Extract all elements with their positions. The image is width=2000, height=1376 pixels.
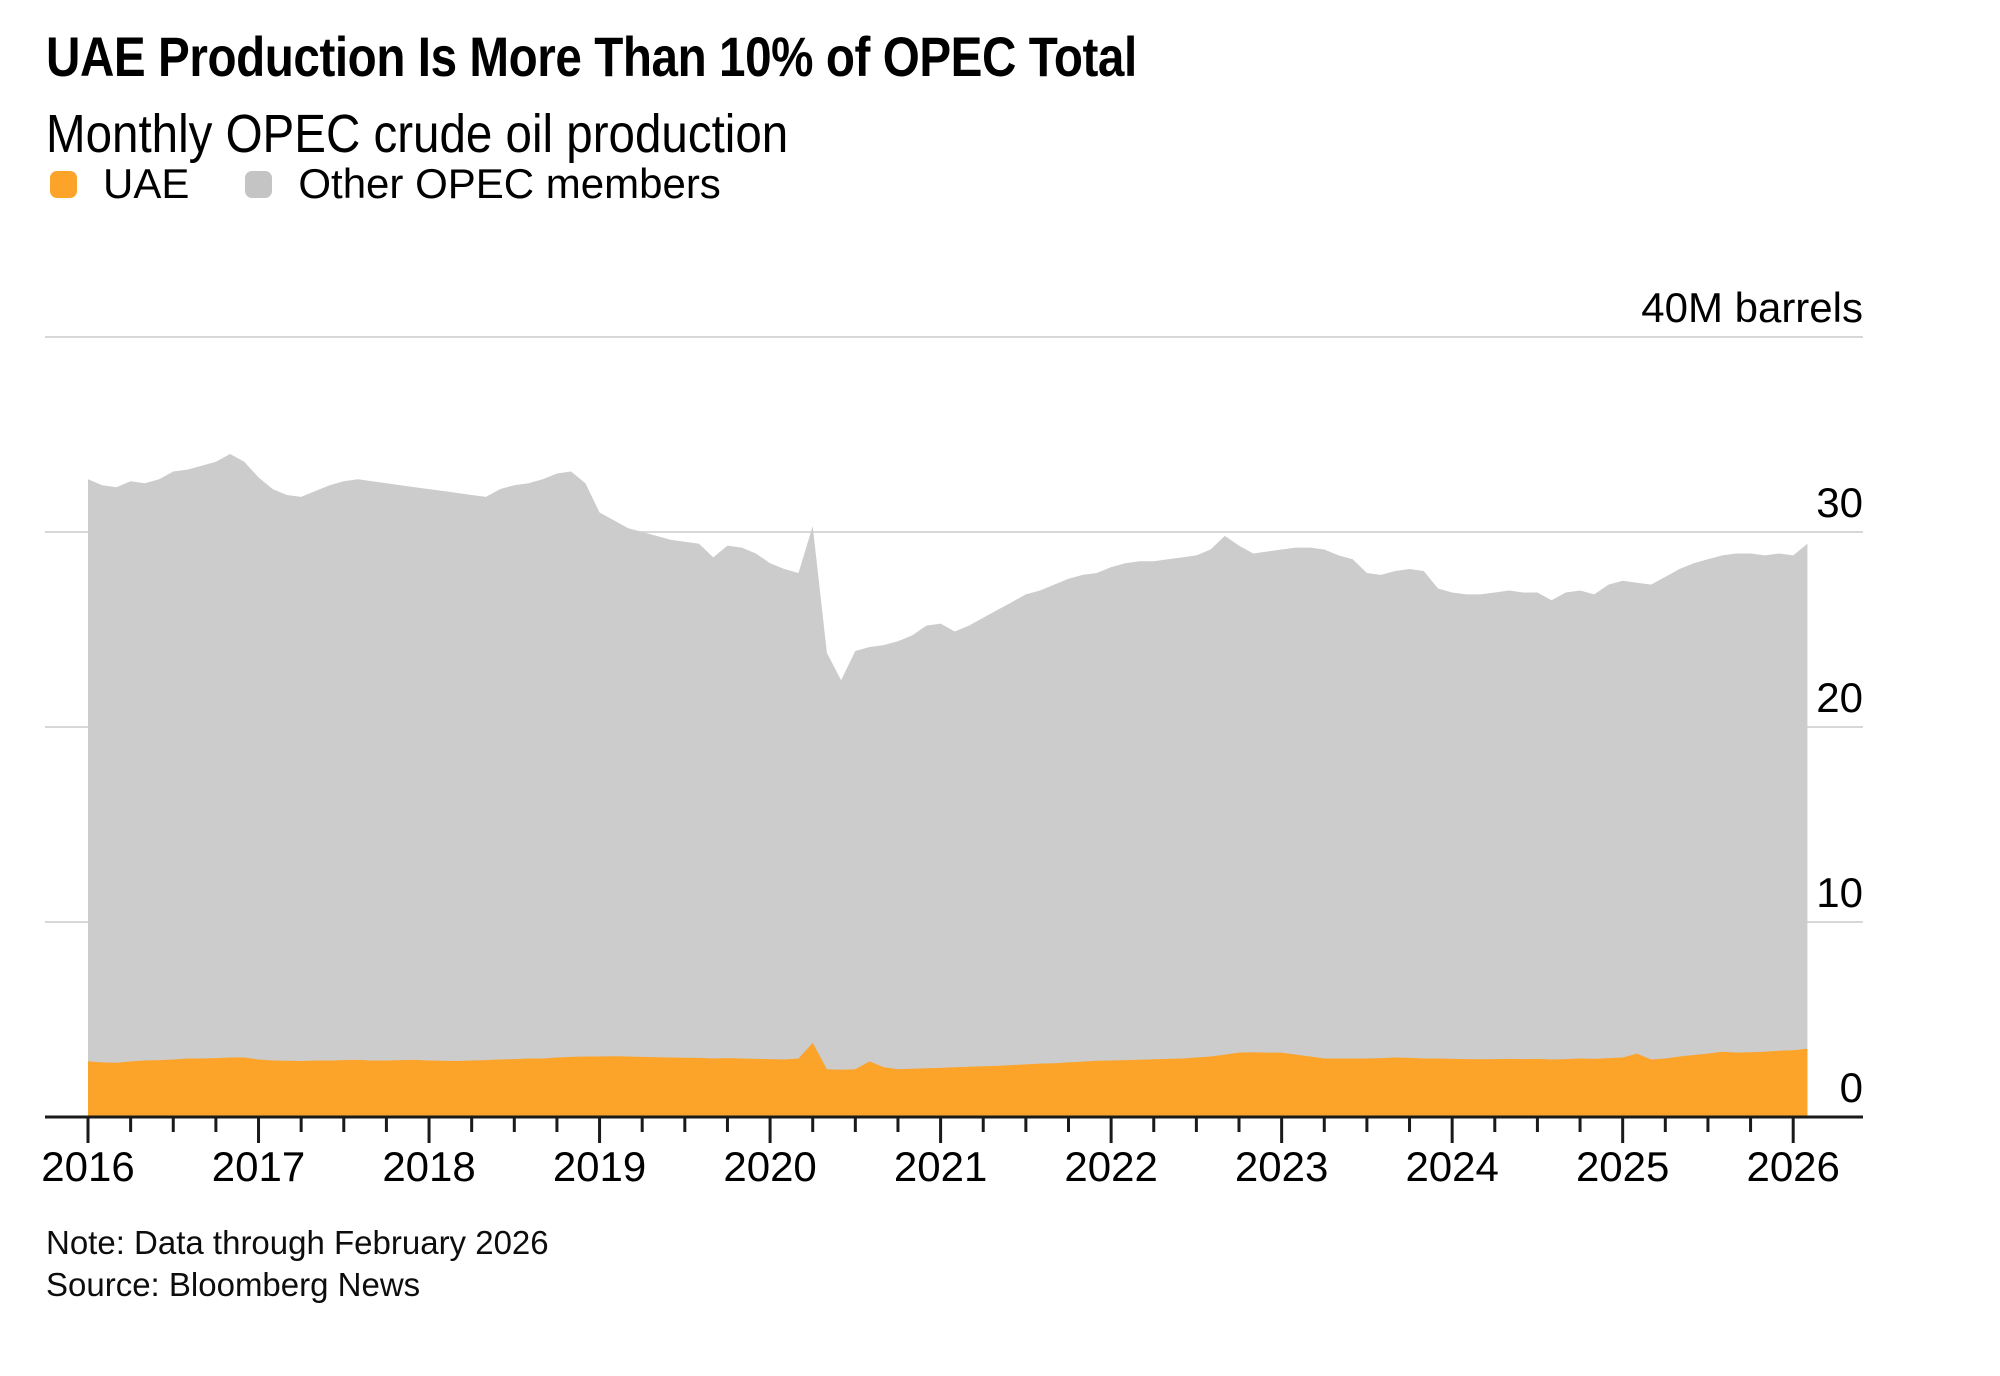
page-title: UAE Production Is More Than 10% of OPEC … [46, 25, 1137, 88]
note-text: Note: Data through February 2026 [46, 1224, 549, 1261]
chart-legend: UAE Other OPEC members [50, 160, 721, 208]
other-opec-swatch-icon [245, 170, 273, 198]
x-axis-label-2017: 2017 [212, 1143, 305, 1190]
y-axis-label-40: 40M barrels [1641, 284, 1863, 331]
source-text: Source: Bloomberg News [46, 1266, 421, 1303]
chart-footer: Note: Data through February 2026 Source:… [46, 1222, 549, 1306]
legend-label-other-opec: Other OPEC members [298, 160, 721, 207]
x-axis-label-2025: 2025 [1576, 1143, 1669, 1190]
y-axis-label-10: 10 [1816, 869, 1863, 916]
x-axis-label-2020: 2020 [723, 1143, 816, 1190]
chart-subtitle: Monthly OPEC crude oil production [46, 104, 789, 164]
uae-swatch-icon [50, 170, 77, 198]
chart-header: UAE Production Is More Than 10% of OPEC … [46, 24, 1329, 165]
y-axis-label-0: 0 [1840, 1064, 1863, 1111]
uae-area [88, 1042, 1808, 1117]
legend-item-uae: UAE [50, 160, 189, 208]
legend-label-uae: UAE [103, 160, 190, 207]
x-axis-label-2026: 2026 [1746, 1143, 1839, 1190]
y-axis-label-30: 30 [1816, 479, 1863, 526]
x-axis-label-2016: 2016 [41, 1143, 134, 1190]
x-axis-label-2018: 2018 [382, 1143, 475, 1190]
x-axis-label-2022: 2022 [1064, 1143, 1157, 1190]
x-axis-label-2019: 2019 [553, 1143, 646, 1190]
x-axis-label-2021: 2021 [894, 1143, 987, 1190]
production-area-chart: 0 10 20 30 40M barrels 2016 2017 2018 2019 2020 20… [41, 284, 1863, 1190]
other-opec-area [88, 454, 1808, 1117]
x-axis-label-2023: 2023 [1235, 1143, 1328, 1190]
x-axis-label-2024: 2024 [1405, 1143, 1498, 1190]
y-axis-label-20: 20 [1816, 674, 1863, 721]
legend-item-other-opec: Other OPEC members [245, 160, 721, 208]
